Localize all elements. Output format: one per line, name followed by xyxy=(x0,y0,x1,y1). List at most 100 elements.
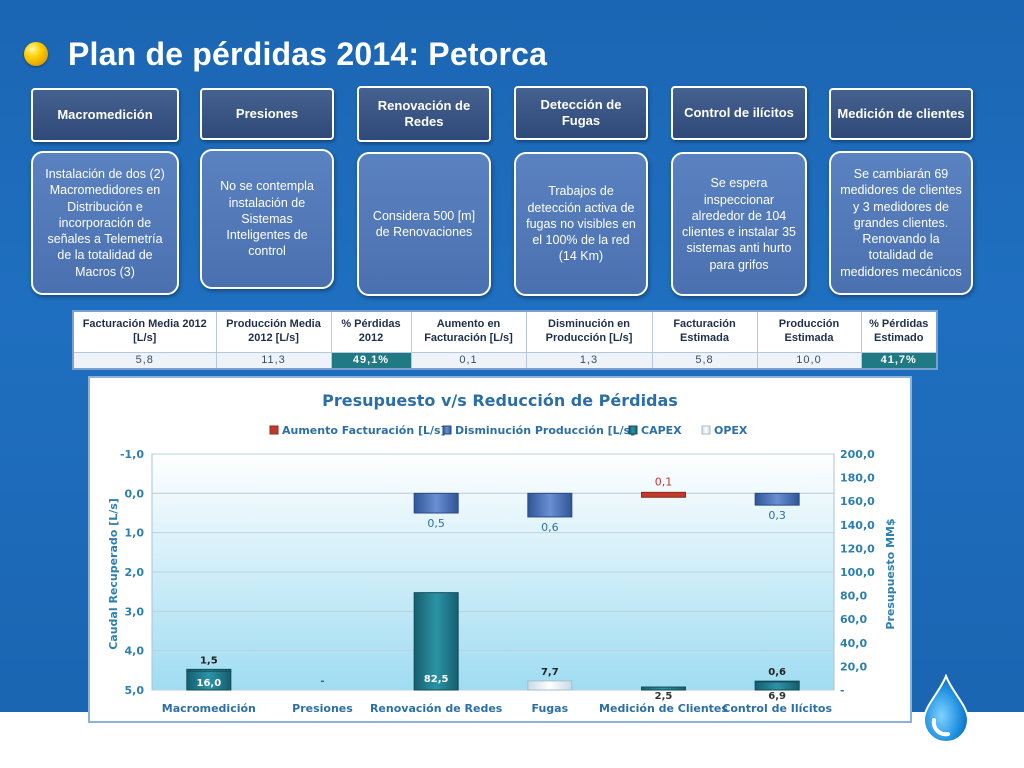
kpi-value-row: 5,8 11,3 49,1% 0,1 1,3 5,8 10,0 41,7% xyxy=(72,351,938,370)
legend-label: Aumento Facturación [L/s] xyxy=(282,424,446,437)
kpi-header: Aumento en Facturación [L/s] xyxy=(410,310,527,353)
legend-swatch xyxy=(701,425,711,435)
legend-swatch xyxy=(269,425,279,435)
bar-aumento xyxy=(641,491,686,498)
desc-presiones: No se contempla instalación de Sistemas … xyxy=(200,149,334,289)
legend-label: Disminución Producción [L/s] xyxy=(455,424,635,437)
kpi-value: 5,8 xyxy=(72,351,217,370)
right-tick-label: 40,0 xyxy=(840,637,867,650)
left-tick-label: 1,0 xyxy=(125,527,145,540)
bar-disminucion xyxy=(754,492,800,506)
left-tick-label: 0,0 xyxy=(125,487,145,500)
data-label-opex: 0,6 xyxy=(768,667,786,678)
data-label-capex: 2,5 xyxy=(655,691,673,702)
legend-label: OPEX xyxy=(714,424,748,437)
legend-swatch xyxy=(442,425,452,435)
right-tick-label: 180,0 xyxy=(840,472,875,485)
category-label: Macromedición xyxy=(162,702,256,715)
desc-medicion-clientes: Se cambiarán 69 medidores de clientes y … xyxy=(829,151,973,295)
bar-capex xyxy=(413,592,459,691)
left-axis-title: Caudal Recuperado [L/s] xyxy=(107,498,120,650)
kpi-header: Disminución en Producción [L/s] xyxy=(525,310,653,353)
kpi-value: 11,3 xyxy=(215,351,332,370)
kpi-value: 5,8 xyxy=(651,351,758,370)
budget-loss-chart: 16,0 1,5 - 0,5 82,5 0,6 7,7 0,1 2,5 0,3 6,9 0,6 -1,… xyxy=(107,391,897,715)
header-renovacion-redes: Renovación de Redes xyxy=(357,86,491,142)
header-control-ilicitos: Control de ilícitos xyxy=(671,86,807,140)
kpi-value: 0,1 xyxy=(410,351,527,370)
bar-opex xyxy=(186,668,232,672)
left-tick-label: 5,0 xyxy=(125,684,145,697)
bar-opex xyxy=(754,680,800,683)
data-label-disminucion: 0,6 xyxy=(541,521,559,534)
category-label: Control de Ilícitos xyxy=(722,702,832,715)
right-tick-label: 20,0 xyxy=(840,660,867,673)
category-label: Medición de Clientes xyxy=(599,702,728,715)
category-labels: Macromedición Presiones Renovación de Rede… xyxy=(162,702,833,715)
kpi-header: Facturación Estimada xyxy=(651,310,758,353)
left-tick-label: -1,0 xyxy=(120,448,144,461)
data-label-capex: - xyxy=(320,676,324,687)
gridlines xyxy=(152,453,834,691)
bar-capex xyxy=(641,686,686,691)
category-label: Renovación de Redes xyxy=(370,702,503,715)
category-label: Fugas xyxy=(532,702,569,715)
kpi-table: Facturación Media 2012 [L/s] Producción … xyxy=(72,310,938,370)
page-title: Plan de pérdidas 2014: Petorca xyxy=(68,35,548,72)
left-tick-label: 4,0 xyxy=(125,645,145,658)
title-row: Plan de pérdidas 2014: Petorca xyxy=(24,34,547,74)
kpi-header: % Pérdidas Estimado xyxy=(860,310,938,353)
data-label-opex: 1,5 xyxy=(200,655,218,666)
left-tick-label: 2,0 xyxy=(125,566,145,579)
data-label-opex: 7,7 xyxy=(541,667,559,678)
bar-disminucion xyxy=(527,492,573,518)
left-tick-label: 3,0 xyxy=(125,605,145,618)
data-label-disminucion: 0,5 xyxy=(427,517,445,530)
chart-legend: Aumento Facturación [L/s] Disminución Pro… xyxy=(269,424,748,437)
header-medicion-clientes: Medición de clientes xyxy=(829,88,973,140)
right-tick-label: 160,0 xyxy=(840,495,875,508)
kpi-header: Producción Estimada xyxy=(756,310,862,353)
data-label-capex: 16,0 xyxy=(196,678,221,689)
bar-disminucion xyxy=(413,492,459,514)
data-labels: 16,0 1,5 - 0,5 82,5 0,6 7,7 0,1 2,5 0,3 6,9 0,6 xyxy=(196,475,786,702)
chart-frame: 16,0 1,5 - 0,5 82,5 0,6 7,7 0,1 2,5 0,3 6,9 0,6 -1,… xyxy=(88,376,912,723)
right-tick-label: 120,0 xyxy=(840,542,875,555)
kpi-header: Facturación Media 2012 [L/s] xyxy=(72,310,217,353)
bar-capex xyxy=(754,681,800,691)
right-axis-title: Presupuesto MM$ xyxy=(884,518,897,629)
left-axis-ticks: -1,0 0,0 1,0 2,0 3,0 4,0 5,0 xyxy=(120,448,144,697)
header-deteccion-fugas: Detección de Fugas xyxy=(514,86,648,140)
desc-deteccion-fugas: Trabajos de detección activa de fugas no… xyxy=(514,152,648,296)
right-tick-label: 200,0 xyxy=(840,448,875,461)
right-tick-label: 60,0 xyxy=(840,613,867,626)
right-tick-label: 140,0 xyxy=(840,519,875,532)
desc-control-ilicitos: Se espera inspeccionar alrededor de 104 … xyxy=(671,152,807,296)
right-axis-ticks: - 20,0 40,0 60,0 80,0 100,0 120,0 140,0 160,0 180… xyxy=(840,448,875,697)
kpi-value: 49,1% xyxy=(330,351,412,370)
kpi-header-row: Facturación Media 2012 [L/s] Producción … xyxy=(72,310,938,353)
data-label-capex: 82,5 xyxy=(424,674,449,685)
legend-label: CAPEX xyxy=(641,424,682,437)
bullet-icon xyxy=(24,42,48,66)
data-label-capex: 6,9 xyxy=(768,691,786,702)
kpi-value: 10,0 xyxy=(756,351,862,370)
desc-renovacion-redes: Considera 500 [m] de Renovaciones xyxy=(357,152,491,296)
kpi-value: 41,7% xyxy=(860,351,938,370)
right-tick-label: 100,0 xyxy=(840,566,875,579)
right-tick-label: 80,0 xyxy=(840,590,867,603)
category-label: Presiones xyxy=(292,702,353,715)
kpi-header: Producción Media 2012 [L/s] xyxy=(215,310,332,353)
desc-macromedicion: Instalación de dos (2) Macromedidores en… xyxy=(31,151,179,295)
kpi-value: 1,3 xyxy=(525,351,653,370)
header-macromedicion: Macromedición xyxy=(31,88,179,142)
header-presiones: Presiones xyxy=(200,88,334,140)
data-label-disminucion: 0,3 xyxy=(768,509,786,522)
water-drop-logo xyxy=(922,674,970,743)
kpi-header: % Pérdidas 2012 xyxy=(330,310,412,353)
legend-swatch xyxy=(628,425,638,435)
bar-opex xyxy=(527,680,573,691)
bars xyxy=(186,491,800,691)
data-label-aumento: 0,1 xyxy=(655,475,673,488)
chart-title: Presupuesto v/s Reducción de Pérdidas xyxy=(322,391,678,410)
